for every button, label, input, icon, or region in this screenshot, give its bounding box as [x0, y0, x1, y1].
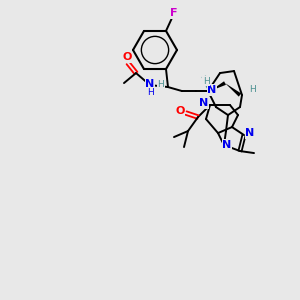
- Text: H: H: [158, 80, 164, 88]
- Text: H: H: [202, 76, 209, 85]
- Text: N: N: [146, 79, 154, 89]
- Text: N: N: [200, 98, 208, 108]
- Text: O: O: [175, 106, 185, 116]
- Text: O: O: [122, 52, 132, 62]
- Text: H: H: [249, 85, 255, 94]
- Text: N: N: [245, 128, 255, 138]
- Text: N: N: [207, 85, 217, 95]
- Polygon shape: [225, 83, 241, 97]
- Text: F: F: [170, 8, 178, 18]
- Polygon shape: [210, 81, 226, 91]
- Text: N: N: [222, 140, 232, 150]
- Text: H: H: [148, 88, 154, 97]
